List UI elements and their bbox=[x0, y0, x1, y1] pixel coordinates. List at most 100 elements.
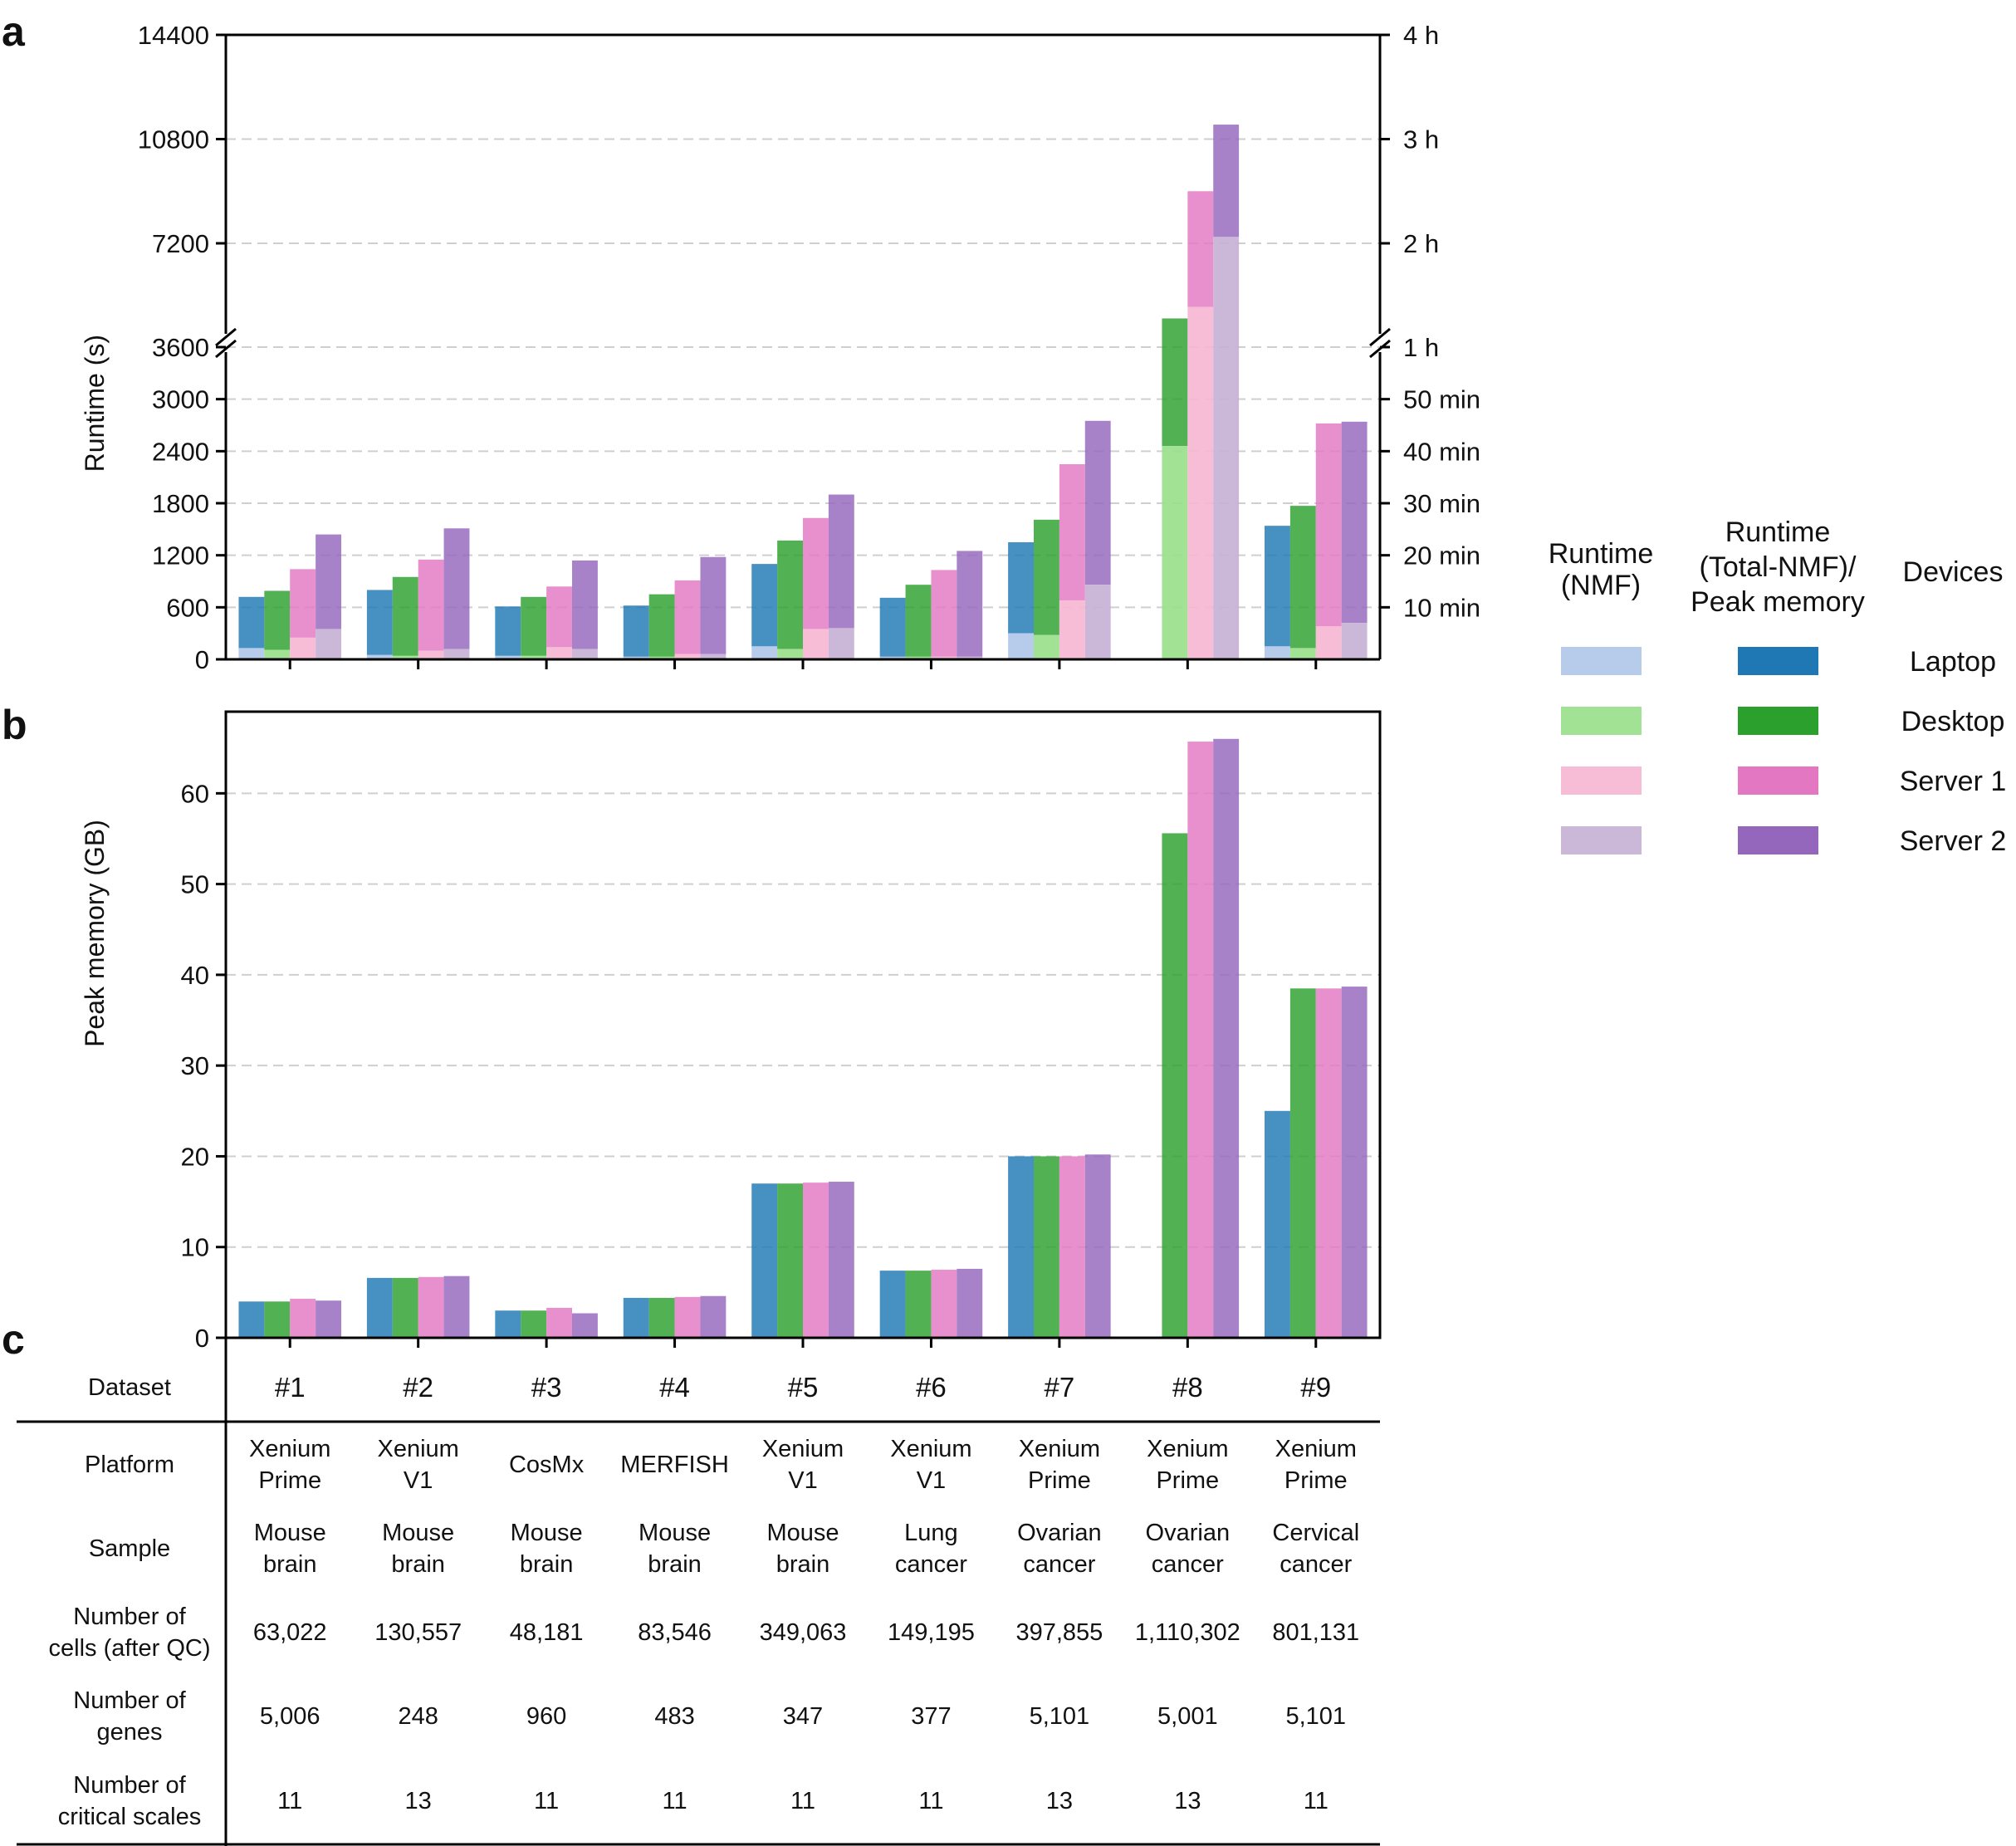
table-cell: brain bbox=[776, 1551, 830, 1578]
runtime-bar-nmf bbox=[572, 649, 598, 659]
runtime-bar-nmf bbox=[366, 654, 393, 659]
legend-swatch-nmf bbox=[1561, 766, 1642, 795]
table-cell: 483 bbox=[654, 1703, 694, 1730]
runtime-bar-total-nmf bbox=[366, 590, 393, 655]
runtime-bar-nmf bbox=[521, 655, 547, 659]
runtime-bar-total-nmf bbox=[495, 606, 521, 656]
panel-letter-c: c bbox=[2, 1316, 25, 1363]
memory-bar bbox=[674, 1296, 701, 1338]
y-axis-title: Peak memory (GB) bbox=[80, 820, 110, 1047]
y-tick-label: 0 bbox=[195, 1324, 209, 1353]
memory-bar bbox=[495, 1310, 521, 1338]
table-row-label: Platform bbox=[85, 1452, 174, 1478]
legend-swatch-total bbox=[1738, 647, 1818, 675]
runtime-bar-total-nmf bbox=[623, 605, 649, 657]
table-cell: 5,101 bbox=[1030, 1703, 1090, 1730]
memory-bar bbox=[392, 1277, 418, 1338]
legend-title-total: Runtime bbox=[1725, 517, 1831, 548]
table-cell: Lung bbox=[904, 1520, 958, 1546]
table-cell: 11 bbox=[790, 1788, 815, 1814]
memory-bar bbox=[751, 1183, 778, 1338]
legend-title-total: (Total-NMF)/ bbox=[1700, 551, 1857, 583]
memory-bar bbox=[777, 1183, 803, 1338]
runtime-bar-nmf bbox=[392, 655, 418, 659]
runtime-bar-nmf bbox=[1289, 648, 1316, 659]
right-tick-label: 1 h bbox=[1403, 333, 1439, 362]
dataset-id: #5 bbox=[788, 1372, 819, 1403]
runtime-bar-nmf bbox=[803, 629, 829, 659]
memory-bar bbox=[1213, 738, 1240, 1338]
runtime-bar-nmf bbox=[546, 647, 572, 659]
table-cell: brain bbox=[648, 1551, 702, 1578]
table-cell: Mouse bbox=[254, 1520, 326, 1546]
table-cell: Mouse bbox=[511, 1520, 583, 1546]
runtime-bar-total-nmf bbox=[1265, 526, 1290, 647]
memory-bar bbox=[957, 1268, 983, 1338]
table-cell: cancer bbox=[1023, 1551, 1095, 1578]
right-tick-label: 4 h bbox=[1403, 21, 1439, 50]
table-row-label: cells (after QC) bbox=[49, 1635, 211, 1662]
runtime-bar-nmf bbox=[751, 646, 778, 659]
y-tick-label: 3600 bbox=[152, 333, 209, 362]
table-cell: cancer bbox=[895, 1551, 967, 1578]
runtime-chart: 0 600 1200 1800 2400 3000 3600 7200 10800 14400 10… bbox=[80, 21, 1480, 674]
legend-device-label: Desktop bbox=[1901, 706, 2005, 737]
memory-bar bbox=[648, 1297, 675, 1338]
legend-title-nmf: (NMF) bbox=[1561, 570, 1641, 601]
runtime-bar-total-nmf bbox=[264, 590, 291, 650]
y-tick-label: 3000 bbox=[152, 385, 209, 414]
runtime-bar-total-nmf bbox=[1341, 421, 1368, 624]
table-cell: brain bbox=[391, 1551, 445, 1578]
runtime-bar-nmf bbox=[1187, 306, 1214, 659]
table-cell: Mouse bbox=[382, 1520, 454, 1546]
memory-bar bbox=[1162, 833, 1188, 1338]
table-cell: Xenium bbox=[890, 1436, 971, 1462]
memory-bar bbox=[1008, 1156, 1034, 1338]
table-cell: Prime bbox=[1156, 1467, 1219, 1494]
dataset-id: #6 bbox=[916, 1372, 947, 1403]
axis-break-mark bbox=[1369, 327, 1391, 347]
memory-bar bbox=[238, 1301, 265, 1338]
table-cell: 5,001 bbox=[1157, 1703, 1218, 1730]
legend-device-label: Server 1 bbox=[1900, 766, 2007, 797]
runtime-bar-total-nmf bbox=[957, 551, 983, 657]
memory-bar bbox=[1289, 988, 1316, 1338]
legend-swatch-nmf bbox=[1561, 707, 1642, 735]
table-cell: Mouse bbox=[639, 1520, 711, 1546]
table-cell: Xenium bbox=[378, 1436, 459, 1462]
y-tick-label: 10 bbox=[181, 1233, 209, 1262]
table-cell: 13 bbox=[1174, 1788, 1201, 1814]
memory-bar bbox=[803, 1183, 829, 1338]
table-cell: 11 bbox=[534, 1788, 559, 1814]
runtime-bar-nmf bbox=[1034, 634, 1059, 659]
memory-bar bbox=[418, 1276, 444, 1338]
legend-device-label: Laptop bbox=[1910, 646, 1996, 678]
legend-title-nmf: Runtime bbox=[1549, 538, 1654, 570]
table-row-label: genes bbox=[96, 1719, 162, 1746]
dataset-id: #1 bbox=[275, 1372, 306, 1403]
memory-bar bbox=[623, 1297, 649, 1338]
legend: Runtime(NMF)Runtime(Total-NMF)/Peak memo… bbox=[1549, 517, 2007, 857]
axis-break-mark bbox=[215, 339, 237, 359]
memory-bar bbox=[572, 1313, 598, 1338]
runtime-bar-nmf bbox=[264, 649, 291, 659]
runtime-bar-nmf bbox=[777, 649, 803, 659]
runtime-bar-total-nmf bbox=[777, 540, 803, 649]
table-cell: Ovarian bbox=[1146, 1520, 1231, 1546]
y-tick-label: 14400 bbox=[138, 21, 209, 50]
y-tick-label: 7200 bbox=[152, 229, 209, 258]
legend-device-label: Server 2 bbox=[1900, 825, 2007, 857]
runtime-bar-total-nmf bbox=[392, 576, 418, 656]
runtime-bar-nmf bbox=[623, 656, 649, 659]
table-cell: MERFISH bbox=[620, 1452, 729, 1478]
runtime-bar-total-nmf bbox=[290, 569, 316, 638]
runtime-bar-nmf bbox=[1341, 623, 1368, 659]
memory-bar bbox=[443, 1276, 470, 1338]
runtime-bar-nmf bbox=[1162, 446, 1188, 659]
table-cell: cancer bbox=[1280, 1551, 1352, 1578]
table-cell: Ovarian bbox=[1017, 1520, 1102, 1546]
runtime-bar-total-nmf bbox=[1059, 464, 1085, 600]
legend-swatch-total bbox=[1738, 766, 1818, 795]
table-cell: Cervical bbox=[1272, 1520, 1359, 1546]
y-tick-label: 2400 bbox=[152, 437, 209, 466]
